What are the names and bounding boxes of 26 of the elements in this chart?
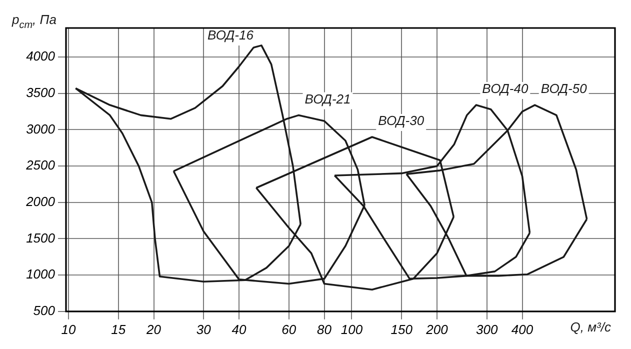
series-label: ВОД-50	[540, 81, 588, 96]
x-tick-label: 300	[476, 322, 498, 337]
x-tick-label: 80	[317, 322, 332, 337]
x-tick-label: 60	[282, 322, 297, 337]
y-tick-label: 1500	[26, 230, 56, 246]
y-tick-label: 1000	[26, 266, 56, 282]
series-label: ВОД-40	[482, 81, 529, 96]
y-tick-label: 2500	[25, 158, 56, 173]
x-tick-label: 400	[511, 322, 534, 337]
x-tick-label: 100	[340, 322, 364, 337]
y-tick-label: 2000	[25, 194, 56, 210]
series-label: ВОД-16	[207, 28, 254, 43]
y-tick-label: 500	[33, 303, 56, 318]
x-tick-label: 200	[425, 322, 449, 337]
y-tick-label: 3500	[26, 85, 56, 100]
series-label: ВОД-30	[378, 113, 425, 128]
y-tick-label: 3000	[26, 121, 56, 136]
x-tick-label: 30	[196, 322, 212, 337]
x-axis-title: Q, м³/с	[570, 319, 612, 334]
x-tick-label: 40	[232, 322, 248, 337]
y-tick-label: 4000	[26, 48, 56, 64]
x-tick-label: 150	[390, 322, 414, 337]
x-tick-label: 20	[146, 322, 162, 337]
series-label: ВОД-21	[304, 91, 351, 106]
x-tick-label: 10	[61, 322, 76, 337]
x-tick-label: 15	[111, 322, 126, 337]
